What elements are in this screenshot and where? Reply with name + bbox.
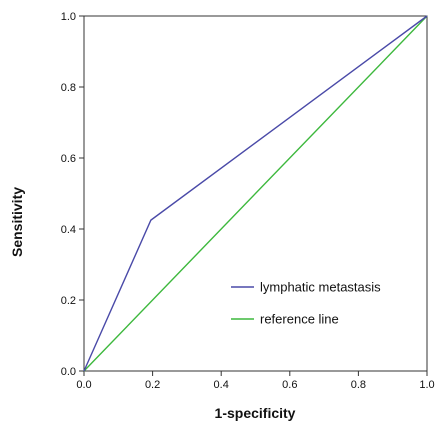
x-tick-label: 1.0 (419, 379, 434, 391)
legend: lymphatic metastasis reference line (231, 280, 381, 327)
legend-label: reference line (260, 312, 339, 327)
y-tick-label: 0.2 (61, 295, 76, 307)
legend-label: lymphatic metastasis (260, 280, 381, 295)
x-axis-label: 1-specificity (215, 405, 296, 421)
x-tick-label: 0.2 (145, 379, 160, 391)
y-tick-label: 0.4 (61, 224, 76, 236)
x-axis-ticks: 0.0 0.2 0.4 0.6 0.8 1.0 (76, 371, 435, 391)
y-tick-label: 0.0 (61, 366, 76, 378)
x-tick-label: 0.8 (351, 379, 366, 391)
y-axis-label: Sensitivity (9, 187, 25, 257)
series-lines (83, 15, 428, 372)
y-axis-ticks: 0.0 0.2 0.4 0.6 0.8 1.0 (61, 11, 84, 378)
x-tick-label: 0.0 (76, 379, 91, 391)
x-tick-label: 0.4 (214, 379, 229, 391)
y-tick-label: 1.0 (61, 11, 76, 23)
x-tick-label: 0.6 (282, 379, 297, 391)
series-line-reference-line (83, 15, 428, 372)
series-line-lymphatic-metastasis (83, 15, 428, 372)
y-tick-label: 0.8 (61, 82, 76, 94)
y-tick-label: 0.6 (61, 153, 76, 165)
